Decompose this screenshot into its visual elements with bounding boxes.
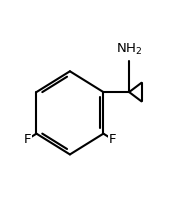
- Text: F: F: [24, 133, 31, 146]
- Text: NH$_2$: NH$_2$: [116, 42, 142, 57]
- Text: F: F: [109, 133, 116, 146]
